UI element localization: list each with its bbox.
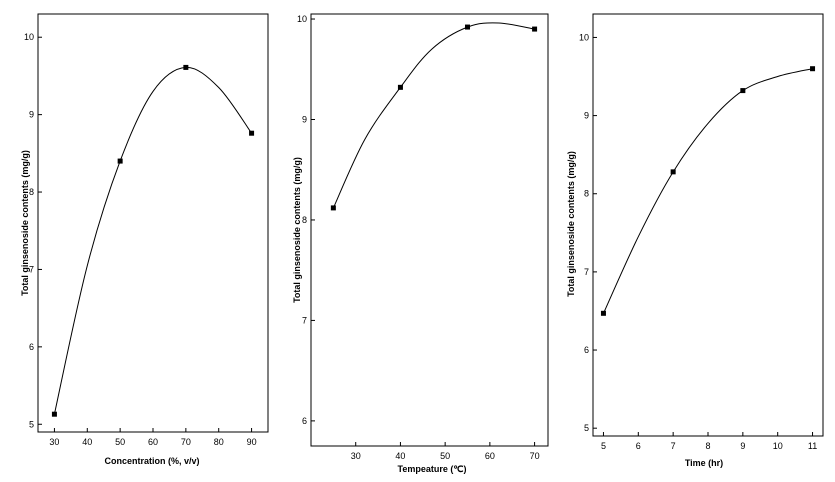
y-tick-label: 10 [24, 32, 34, 42]
y-ticks: 5 6 7 8 9 10 [579, 32, 597, 433]
x-tick-label: 50 [115, 437, 125, 447]
x-tick-label: 40 [82, 437, 92, 447]
x-tick-label: 6 [636, 441, 641, 451]
data-point [532, 26, 538, 32]
x-tick-label: 70 [530, 451, 540, 461]
plot-frame [310, 13, 549, 447]
y-tick-label: 8 [29, 187, 34, 197]
y-tick-label: 5 [29, 419, 34, 429]
data-point [670, 169, 676, 175]
y-axis-label: Total ginsenoside contents (mg/g) [292, 157, 302, 303]
y-tick-label: 6 [29, 342, 34, 352]
y-axis-label: Total ginsenoside contents (mg/g) [566, 151, 576, 297]
x-axis-label: Concentration (%, v/v) [104, 456, 199, 466]
y-tick-label: 7 [302, 315, 307, 325]
x-axis-label: Time (hr) [685, 458, 723, 468]
x-tick-label: 60 [485, 451, 495, 461]
data-point [249, 130, 255, 136]
panel-temperature: 6 7 8 9 10 30 40 50 60 70 Tempeature (℃) Total g… [292, 13, 549, 474]
data-point [465, 24, 471, 30]
x-tick-label: 10 [773, 441, 783, 451]
y-tick-label: 6 [302, 416, 307, 426]
y-tick-label: 7 [584, 267, 589, 277]
data-point [183, 64, 189, 70]
x-ticks: 30 40 50 60 70 [351, 442, 540, 461]
y-ticks: 6 7 8 9 10 [297, 14, 315, 426]
x-tick-label: 8 [705, 441, 710, 451]
x-tick-label: 60 [148, 437, 158, 447]
y-tick-label: 7 [29, 264, 34, 274]
x-ticks: 30 40 50 60 70 80 90 [49, 428, 257, 447]
x-tick-label: 30 [351, 451, 361, 461]
fit-curve [332, 22, 535, 209]
x-tick-label: 30 [49, 437, 59, 447]
data-point [740, 88, 746, 94]
y-tick-label: 9 [29, 110, 34, 120]
y-tick-label: 9 [584, 111, 589, 121]
x-tick-label: 7 [671, 441, 676, 451]
data-point [397, 84, 403, 90]
data-point [330, 205, 336, 211]
data-point [600, 310, 606, 316]
fit-curve [603, 68, 813, 314]
plot-frame [592, 13, 824, 437]
panel-time: 5 6 7 8 9 10 5 6 7 8 9 10 11 Time (hr) Total ginsen… [566, 13, 824, 468]
y-axis-label: Total ginsenoside contents (mg/g) [20, 150, 30, 296]
x-tick-label: 11 [808, 441, 817, 451]
x-tick-label: 90 [247, 437, 257, 447]
data-markers [51, 64, 255, 417]
y-tick-label: 5 [584, 423, 589, 433]
data-point [117, 158, 123, 164]
y-tick-label: 9 [302, 114, 307, 124]
x-tick-label: 70 [181, 437, 191, 447]
data-markers [600, 66, 816, 316]
y-tick-label: 10 [579, 32, 589, 42]
x-ticks: 5 6 7 8 9 10 11 [601, 432, 817, 451]
y-tick-label: 8 [584, 189, 589, 199]
y-tick-label: 6 [584, 345, 589, 355]
plot-frame [37, 13, 269, 433]
x-tick-label: 9 [740, 441, 745, 451]
x-tick-label: 5 [601, 441, 606, 451]
y-tick-label: 10 [297, 14, 307, 24]
x-tick-label: 80 [214, 437, 224, 447]
data-point [51, 411, 57, 417]
x-tick-label: 40 [395, 451, 405, 461]
y-ticks: 5 6 7 8 9 10 [24, 32, 42, 429]
x-axis-label: Tempeature (℃) [398, 464, 467, 474]
data-point [810, 66, 816, 72]
x-tick-label: 50 [440, 451, 450, 461]
fit-curve [53, 66, 253, 415]
data-markers [330, 24, 538, 211]
y-tick-label: 8 [302, 215, 307, 225]
panel-concentration: 5 6 7 8 9 10 30 40 50 60 70 80 90 Concentration (%,… [20, 13, 269, 466]
